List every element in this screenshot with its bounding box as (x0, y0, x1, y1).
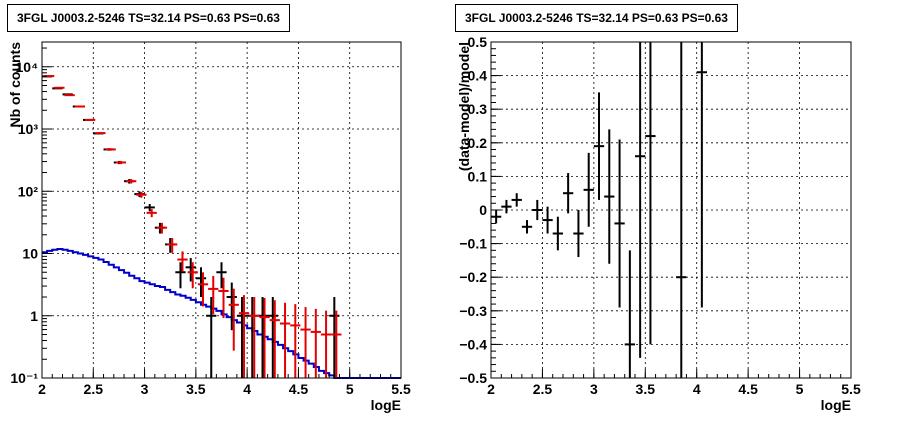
right-x-tick-label: 3 (590, 381, 598, 397)
right-y-tick-label: 0 (479, 202, 487, 218)
left-grid (42, 42, 401, 378)
left-plot-frame (41, 41, 402, 379)
right-y-axis-title: (data-model)/model (456, 42, 472, 171)
right-x-tick-label: 2 (487, 381, 495, 397)
left-y-tick-label: 10 (22, 246, 38, 262)
right-y-tick-label: 0.1 (468, 168, 488, 184)
left-x-tick-label: 4.5 (289, 381, 309, 397)
left-x-tick-label: 3 (141, 381, 149, 397)
right-x-axis-title: logE (821, 397, 851, 413)
right-y-tick-label: −0.2 (459, 269, 487, 285)
right-grid (491, 42, 851, 378)
right-y-tick-label: 0.3 (468, 101, 488, 117)
left-x-tick-label: 2.5 (84, 381, 104, 397)
right-x-tick-label: 2.5 (533, 381, 553, 397)
right-y-tick-label: 0.2 (468, 135, 488, 151)
right-plot-title: 3FGL J0003.2-5246 TS=32.14 PS=0.63 PS=0.… (455, 4, 738, 32)
right-y-tick-label: 0.5 (468, 34, 488, 50)
left-x-tick-label: 5.5 (391, 381, 411, 397)
right-y-tick-label: −0.1 (459, 236, 487, 252)
right-x-tick-label: 5 (796, 381, 804, 397)
right-y-tick-label: −0.3 (459, 303, 487, 319)
left-y-tick-label: 10³ (18, 121, 39, 137)
right-x-tick-label: 4.5 (738, 381, 758, 397)
model-series (44, 75, 342, 378)
left-plot-title: 3FGL J0003.2-5246 TS=32.14 PS=0.63 PS=0.… (7, 4, 290, 32)
left-x-tick-label: 3.5 (186, 381, 206, 397)
right-y-tick-label: 0.4 (468, 68, 488, 84)
left-y-tick-label: 1 (30, 308, 38, 324)
right-y-tick-label: −0.5 (459, 370, 487, 386)
right-y-tick-label: −0.4 (459, 336, 487, 352)
left-y-tick-label: 10² (18, 183, 39, 199)
left-y-tick-label: 10⁻¹ (10, 370, 38, 386)
right-x-tick-label: 4 (693, 381, 701, 397)
right-x-tick-label: 5.5 (841, 381, 861, 397)
residual-series (491, 42, 707, 378)
right-x-tick-label: 3.5 (636, 381, 656, 397)
left-y-tick-label: 10⁴ (16, 59, 39, 75)
left-x-tick-label: 2 (38, 381, 46, 397)
left-x-tick-label: 5 (346, 381, 354, 397)
left-x-axis-title: logE (371, 397, 401, 413)
left-x-tick-label: 4 (243, 381, 251, 397)
left-y-axis-title: Nb of counts (7, 42, 23, 128)
